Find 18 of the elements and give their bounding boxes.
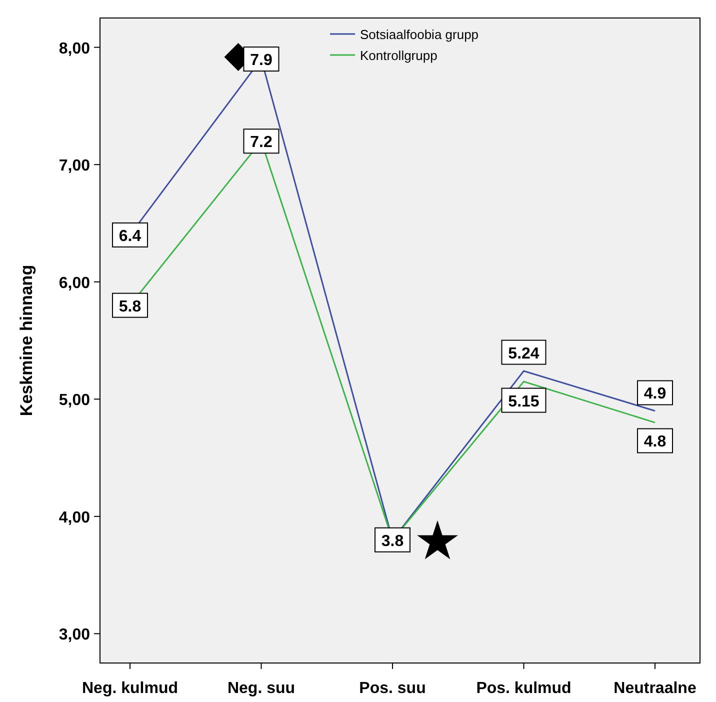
- x-tick-label: Neg. suu: [227, 680, 296, 697]
- x-tick-label: Pos. suu: [359, 680, 426, 697]
- x-tick-label: Neutraalne: [614, 680, 696, 697]
- data-label: 5.24: [508, 345, 540, 362]
- y-tick-label: 8,00: [58, 40, 90, 58]
- y-tick-label: 5,00: [58, 392, 90, 410]
- x-tick-label: Neg. kulmud: [82, 680, 178, 697]
- data-label: 5.15: [508, 393, 540, 410]
- y-tick-label: 6,00: [58, 274, 90, 292]
- y-tick-label: 4,00: [58, 509, 90, 526]
- y-tick-label: 7,00: [58, 158, 90, 175]
- y-axis-title: Keskmine hinnang: [17, 264, 36, 416]
- data-label: 4.8: [644, 434, 666, 451]
- y-tick-label: 3,00: [58, 626, 90, 644]
- data-label: 4.9: [644, 386, 666, 403]
- x-tick-label: Pos. kulmud: [476, 680, 572, 697]
- legend-label: Kontrollgrupp: [360, 48, 438, 63]
- legend-label: Sotsiaalfoobia grupp: [360, 27, 479, 42]
